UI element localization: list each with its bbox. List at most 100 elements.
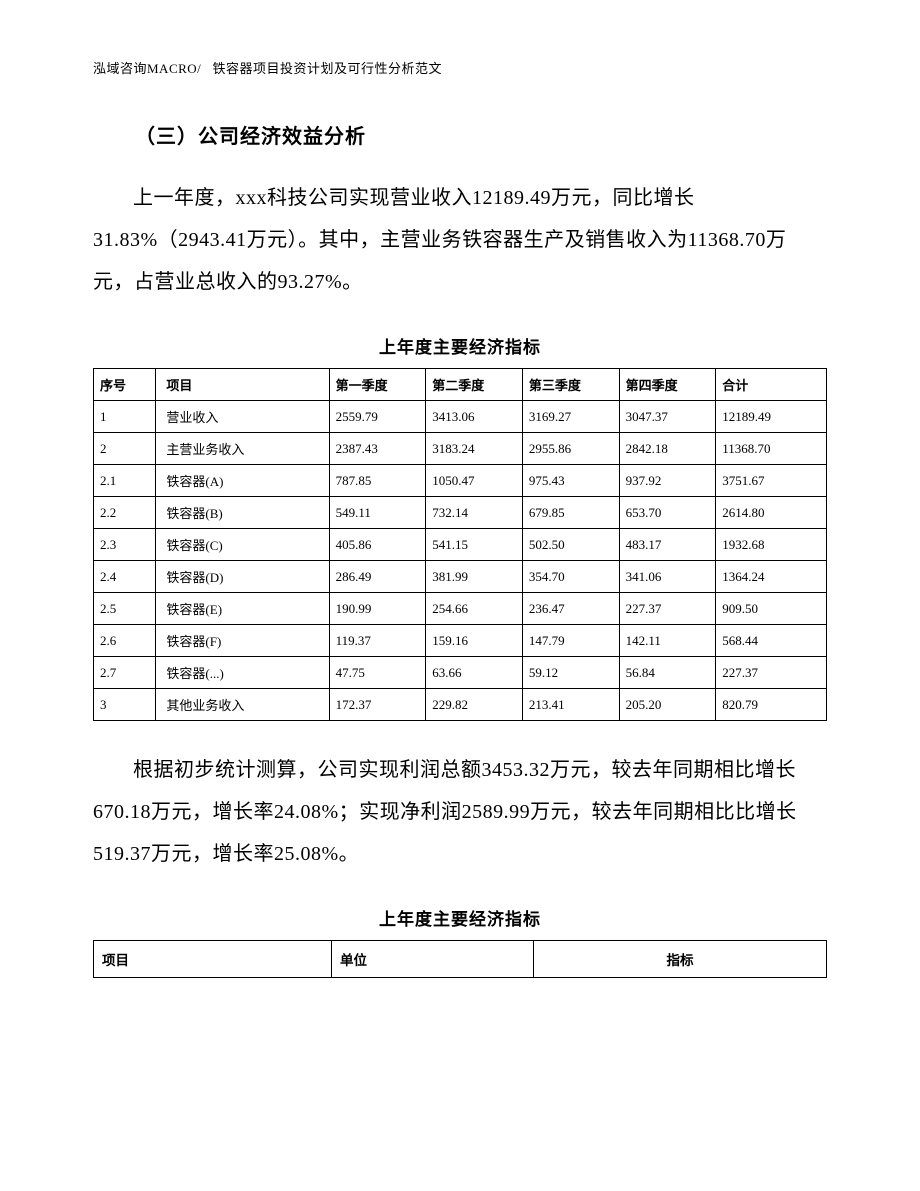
table-cell-q4: 2842.18: [619, 433, 716, 465]
table-cell-q1: 2387.43: [329, 433, 426, 465]
paragraph-2: 根据初步统计测算，公司实现利润总额3453.32万元，较去年同期相比增长670.…: [93, 749, 827, 875]
table-row: 2主营业务收入2387.433183.242955.862842.1811368…: [94, 433, 827, 465]
table-cell-seq: 2.3: [94, 529, 156, 561]
table-cell-total: 12189.49: [716, 401, 827, 433]
table-cell-total: 2614.80: [716, 497, 827, 529]
table-cell-q4: 142.11: [619, 625, 716, 657]
page-content: （三）公司经济效益分析 上一年度，xxx科技公司实现营业收入12189.49万元…: [93, 120, 827, 978]
table-cell-seq: 2.1: [94, 465, 156, 497]
table-cell-item: 铁容器(B): [156, 497, 329, 529]
table-cell-q1: 787.85: [329, 465, 426, 497]
table-cell-item: 铁容器(F): [156, 625, 329, 657]
table-cell-q3: 236.47: [522, 593, 619, 625]
table-cell-q3: 975.43: [522, 465, 619, 497]
table-cell-q2: 254.66: [426, 593, 523, 625]
col-q3: 第三季度: [522, 369, 619, 401]
table-cell-q3: 354.70: [522, 561, 619, 593]
table-cell-q1: 405.86: [329, 529, 426, 561]
table-cell-q3: 679.85: [522, 497, 619, 529]
table-cell-item: 铁容器(D): [156, 561, 329, 593]
table-row: 1营业收入2559.793413.063169.273047.3712189.4…: [94, 401, 827, 433]
table-row: 2.5铁容器(E)190.99254.66236.47227.37909.50: [94, 593, 827, 625]
table-cell-seq: 3: [94, 689, 156, 721]
table-cell-q3: 147.79: [522, 625, 619, 657]
col-q2: 第二季度: [426, 369, 523, 401]
table-cell-total: 1364.24: [716, 561, 827, 593]
table-cell-q2: 381.99: [426, 561, 523, 593]
col-q4: 第四季度: [619, 369, 716, 401]
table-header-row: 项目 单位 指标: [94, 941, 827, 978]
table-cell-item: 主营业务收入: [156, 433, 329, 465]
table-cell-q4: 341.06: [619, 561, 716, 593]
table-cell-q2: 732.14: [426, 497, 523, 529]
table-cell-item: 铁容器(...): [156, 657, 329, 689]
table-cell-total: 568.44: [716, 625, 827, 657]
table-cell-q1: 286.49: [329, 561, 426, 593]
table-cell-item: 铁容器(C): [156, 529, 329, 561]
table-cell-q4: 56.84: [619, 657, 716, 689]
table-cell-q4: 653.70: [619, 497, 716, 529]
table-cell-q1: 549.11: [329, 497, 426, 529]
col-q1: 第一季度: [329, 369, 426, 401]
table-header-row: 序号 项目 第一季度 第二季度 第三季度 第四季度 合计: [94, 369, 827, 401]
table-cell-q1: 172.37: [329, 689, 426, 721]
table-cell-total: 227.37: [716, 657, 827, 689]
table-cell-q3: 502.50: [522, 529, 619, 561]
col-item: 项目: [156, 369, 329, 401]
table-cell-q1: 47.75: [329, 657, 426, 689]
col-unit: 单位: [332, 941, 534, 978]
table-cell-q4: 205.20: [619, 689, 716, 721]
table-cell-total: 820.79: [716, 689, 827, 721]
table-cell-total: 909.50: [716, 593, 827, 625]
table-row: 2.2铁容器(B)549.11732.14679.85653.702614.80: [94, 497, 827, 529]
table-cell-item: 铁容器(A): [156, 465, 329, 497]
table-cell-seq: 2.5: [94, 593, 156, 625]
table-cell-seq: 1: [94, 401, 156, 433]
table-cell-q1: 119.37: [329, 625, 426, 657]
table-row: 3其他业务收入172.37229.82213.41205.20820.79: [94, 689, 827, 721]
table-cell-q3: 59.12: [522, 657, 619, 689]
table-cell-item: 营业收入: [156, 401, 329, 433]
table-cell-q4: 483.17: [619, 529, 716, 561]
header-doctitle: 铁容器项目投资计划及可行性分析范文: [213, 61, 443, 76]
table-cell-q4: 227.37: [619, 593, 716, 625]
table-cell-q2: 3413.06: [426, 401, 523, 433]
col-total: 合计: [716, 369, 827, 401]
table-cell-item: 铁容器(E): [156, 593, 329, 625]
table-cell-seq: 2.4: [94, 561, 156, 593]
table-cell-q1: 2559.79: [329, 401, 426, 433]
table-row: 2.1铁容器(A)787.851050.47975.43937.923751.6…: [94, 465, 827, 497]
table-cell-q4: 937.92: [619, 465, 716, 497]
table-cell-seq: 2.7: [94, 657, 156, 689]
table1-title: 上年度主要经济指标: [93, 333, 827, 358]
table-cell-total: 3751.67: [716, 465, 827, 497]
table-cell-q2: 63.66: [426, 657, 523, 689]
table-cell-total: 11368.70: [716, 433, 827, 465]
section-title: （三）公司经济效益分析: [135, 120, 827, 149]
table-row: 2.3铁容器(C)405.86541.15502.50483.171932.68: [94, 529, 827, 561]
page-header: 泓域咨询MACRO/ 铁容器项目投资计划及可行性分析范文: [93, 58, 442, 77]
table-cell-seq: 2: [94, 433, 156, 465]
table-cell-q3: 3169.27: [522, 401, 619, 433]
table-cell-q2: 159.16: [426, 625, 523, 657]
table-cell-q3: 2955.86: [522, 433, 619, 465]
table-cell-q2: 229.82: [426, 689, 523, 721]
table2-title: 上年度主要经济指标: [93, 905, 827, 930]
table-cell-q2: 3183.24: [426, 433, 523, 465]
col-seq: 序号: [94, 369, 156, 401]
table-cell-q2: 541.15: [426, 529, 523, 561]
table-cell-q1: 190.99: [329, 593, 426, 625]
table-cell-seq: 2.2: [94, 497, 156, 529]
table-cell-q2: 1050.47: [426, 465, 523, 497]
table-cell-item: 其他业务收入: [156, 689, 329, 721]
paragraph-1: 上一年度，xxx科技公司实现营业收入12189.49万元，同比增长31.83%（…: [93, 177, 827, 303]
col-indicator: 指标: [534, 941, 827, 978]
table-row: 2.6铁容器(F)119.37159.16147.79142.11568.44: [94, 625, 827, 657]
economic-indicators-table2: 项目 单位 指标: [93, 940, 827, 978]
table-cell-seq: 2.6: [94, 625, 156, 657]
table-row: 2.7铁容器(...)47.7563.6659.1256.84227.37: [94, 657, 827, 689]
header-company: 泓域咨询MACRO/: [93, 61, 201, 76]
table-cell-total: 1932.68: [716, 529, 827, 561]
col-item: 项目: [94, 941, 332, 978]
table-row: 2.4铁容器(D)286.49381.99354.70341.061364.24: [94, 561, 827, 593]
